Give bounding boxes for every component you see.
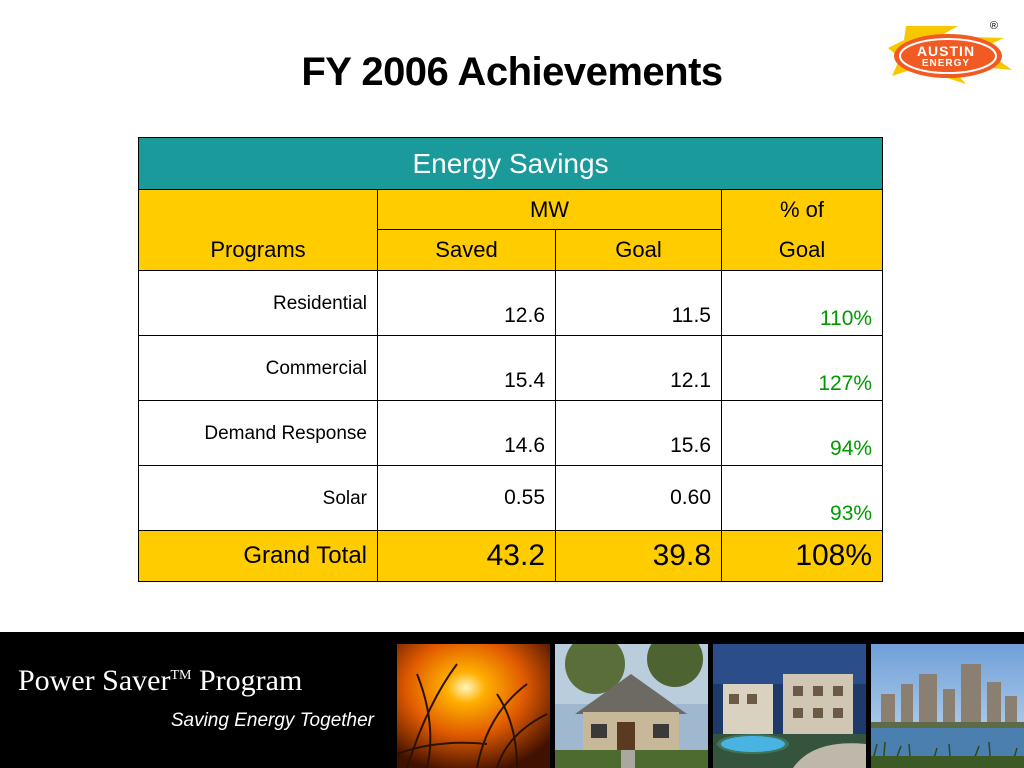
table-heading-row: Energy Savings xyxy=(137,137,884,190)
house-photo xyxy=(555,644,708,768)
slide-title: FY 2006 Achievements xyxy=(301,50,723,94)
mw-goal: 12.1 xyxy=(555,335,722,401)
header-goal: Goal xyxy=(555,229,722,271)
mw-goal: 11.5 xyxy=(555,270,722,336)
grand-total-goal: 39.8 xyxy=(555,530,722,582)
trademark-mark: TM xyxy=(170,668,192,683)
program-name: Commercial xyxy=(138,335,378,401)
logo-line1: AUSTIN xyxy=(916,43,976,59)
header-pct-line2: Goal xyxy=(720,229,884,271)
header-programs: Programs xyxy=(138,229,378,271)
grand-total-row: Grand Total 43.2 39.8 108% xyxy=(138,530,884,582)
footer-banner: Power SaverTM Program Saving Energy Toge… xyxy=(0,632,1024,768)
mw-saved: 15.4 xyxy=(377,335,556,401)
program-name: Residential xyxy=(138,270,378,336)
header-row-top: MW % of xyxy=(138,189,884,230)
pct-of-goal: 127% xyxy=(720,335,884,401)
header-saved: Saved xyxy=(377,229,556,271)
program-name: Demand Response xyxy=(138,400,378,466)
pct-of-goal: 94% xyxy=(720,400,884,466)
table-row: Solar 0.55 0.60 93% xyxy=(138,465,884,531)
header-row-bottom: Programs Saved Goal Goal xyxy=(138,229,884,271)
mw-goal: 0.60 xyxy=(555,465,722,531)
mw-goal: 15.6 xyxy=(555,400,722,466)
pct-of-goal: 93% xyxy=(720,465,884,531)
header-mw: MW xyxy=(377,189,722,230)
program-title-pre: Power Saver xyxy=(18,664,171,697)
program-title-post: Program xyxy=(198,664,303,697)
program-title: Power SaverTM Program xyxy=(18,664,302,698)
city-skyline-photo xyxy=(871,644,1024,768)
grand-total-pct: 108% xyxy=(720,530,884,582)
pct-of-goal: 110% xyxy=(720,270,884,336)
table-heading: Energy Savings xyxy=(137,137,884,190)
logo-line2: ENERGY xyxy=(921,58,971,69)
apartments-photo xyxy=(713,644,866,768)
program-subtitle: Saving Energy Together xyxy=(170,710,374,731)
grand-total-saved: 43.2 xyxy=(377,530,556,582)
sunset-grass-photo xyxy=(397,644,550,768)
program-name: Solar xyxy=(138,465,378,531)
energy-savings-table: Energy Savings MW % of Programs Saved Go… xyxy=(137,137,884,582)
mw-saved: 14.6 xyxy=(377,400,556,466)
header-pct-line1: % of xyxy=(720,189,884,230)
mw-saved: 0.55 xyxy=(377,465,556,531)
table-row: Commercial 15.4 12.1 127% xyxy=(138,335,884,401)
header-programs-blank xyxy=(138,189,378,230)
table-row: Residential 12.6 11.5 110% xyxy=(138,270,884,336)
table-row: Demand Response 14.6 15.6 94% xyxy=(138,400,884,466)
registered-mark: ® xyxy=(989,20,998,32)
grand-total-label: Grand Total xyxy=(138,530,378,582)
logo-bolt-icon xyxy=(888,26,1012,84)
austin-energy-logo: AUSTIN ENERGY ® xyxy=(886,18,1016,92)
mw-saved: 12.6 xyxy=(377,270,556,336)
